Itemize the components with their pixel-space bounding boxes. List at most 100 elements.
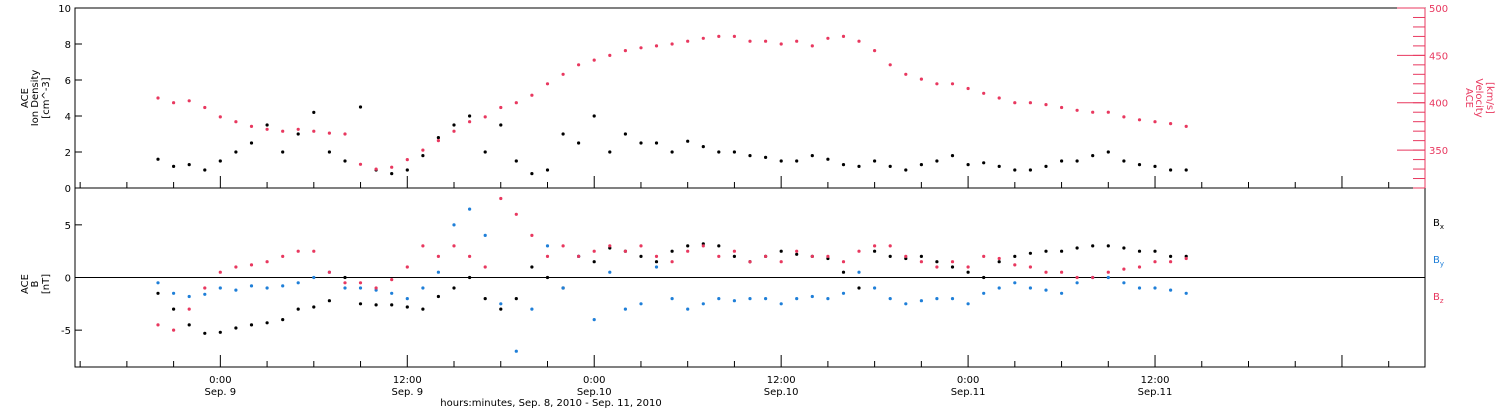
bz-point [265, 260, 269, 264]
density-point [1137, 163, 1142, 167]
bx-point [732, 254, 737, 258]
bx-point [545, 275, 550, 280]
bottom-legend: Bx By Bz [1433, 218, 1444, 305]
density-point [577, 141, 581, 145]
density-point [483, 150, 487, 154]
density-point [764, 155, 768, 159]
bx-point [982, 275, 986, 280]
density-point [810, 154, 814, 158]
by-point [296, 281, 300, 285]
bz-point [779, 260, 783, 264]
velocity-point [234, 120, 238, 124]
by-point [218, 286, 222, 290]
bz-point [873, 244, 877, 248]
density-point [1060, 159, 1064, 163]
density-point [623, 132, 628, 136]
density-point [187, 163, 191, 167]
density-point [997, 164, 1001, 168]
top-panel-frame [74, 7, 1426, 189]
bz-point [343, 281, 347, 285]
velocity-point [764, 39, 768, 43]
density-point [654, 141, 659, 145]
velocity-point [1060, 105, 1064, 110]
by-point [810, 294, 814, 299]
bz-point [1044, 270, 1048, 274]
top-left-ytick-label: 4 [65, 112, 71, 123]
bz-point [686, 249, 690, 253]
bx-point [296, 307, 300, 311]
velocity-point [686, 39, 690, 43]
velocity-point [1153, 120, 1157, 124]
density-point [265, 123, 269, 127]
density-point [312, 110, 316, 114]
bx-point [919, 254, 924, 258]
bx-point [156, 291, 160, 295]
by-point [1013, 281, 1017, 285]
by-point [857, 270, 861, 274]
by-point [187, 294, 191, 299]
density-point [1184, 168, 1188, 172]
top-right-ytick-label: 400 [1429, 99, 1448, 110]
velocity-point [670, 42, 674, 46]
top-left-ylabel-line-3: [cm^-3] [41, 77, 52, 118]
bx-point [1106, 244, 1110, 248]
density-point [358, 105, 363, 109]
velocity-point [421, 148, 425, 152]
bz-point [172, 328, 176, 332]
bx-point [639, 254, 643, 258]
bz-point [654, 254, 659, 258]
by-point [1184, 291, 1188, 295]
bz-point [156, 323, 160, 327]
bz-point [857, 249, 861, 253]
density-point [545, 168, 550, 172]
top-left-ytick-label: 8 [65, 40, 71, 51]
bx-point [327, 299, 331, 303]
top-panel-points [156, 34, 1188, 176]
velocity-point [1184, 124, 1188, 128]
top-right-ytick-label: 350 [1429, 146, 1448, 157]
velocity-point [795, 39, 799, 43]
velocity-point [748, 39, 752, 43]
bz-point [390, 278, 394, 282]
by-point [468, 207, 472, 211]
by-point [281, 284, 285, 288]
density-point [950, 154, 955, 158]
bottom-ylabel-line-3: [nT] [41, 274, 52, 294]
bx-point [966, 270, 970, 274]
bx-point [249, 323, 254, 327]
by-point [592, 318, 596, 322]
by-point [1028, 286, 1032, 290]
bz-point [795, 249, 799, 253]
bx-point [888, 254, 892, 258]
velocity-point [312, 129, 316, 133]
by-point [514, 349, 518, 353]
velocity-point [966, 86, 970, 91]
velocity-point [857, 39, 861, 43]
by-point [1169, 288, 1173, 292]
bx-point [1153, 249, 1157, 253]
velocity-point [499, 105, 503, 110]
by-point [234, 288, 238, 292]
bz-point [327, 270, 331, 274]
bx-point [1044, 249, 1048, 253]
bx-point [717, 244, 721, 248]
top-right-ylabel-line-1: ACE [1463, 88, 1474, 108]
velocity-point [203, 105, 207, 110]
bz-point [436, 254, 440, 258]
legend-by: By [1433, 255, 1444, 268]
density-point [639, 141, 643, 145]
by-point [390, 291, 394, 295]
density-point [218, 159, 222, 163]
density-point [748, 154, 752, 158]
bx-point [187, 323, 191, 327]
velocity-point [592, 58, 596, 62]
velocity-point [935, 82, 939, 86]
bz-point [670, 260, 674, 264]
bx-point [950, 265, 955, 269]
bz-point [1122, 267, 1126, 271]
density-point [499, 123, 503, 127]
density-point [1013, 168, 1017, 172]
density-point [1044, 164, 1048, 168]
